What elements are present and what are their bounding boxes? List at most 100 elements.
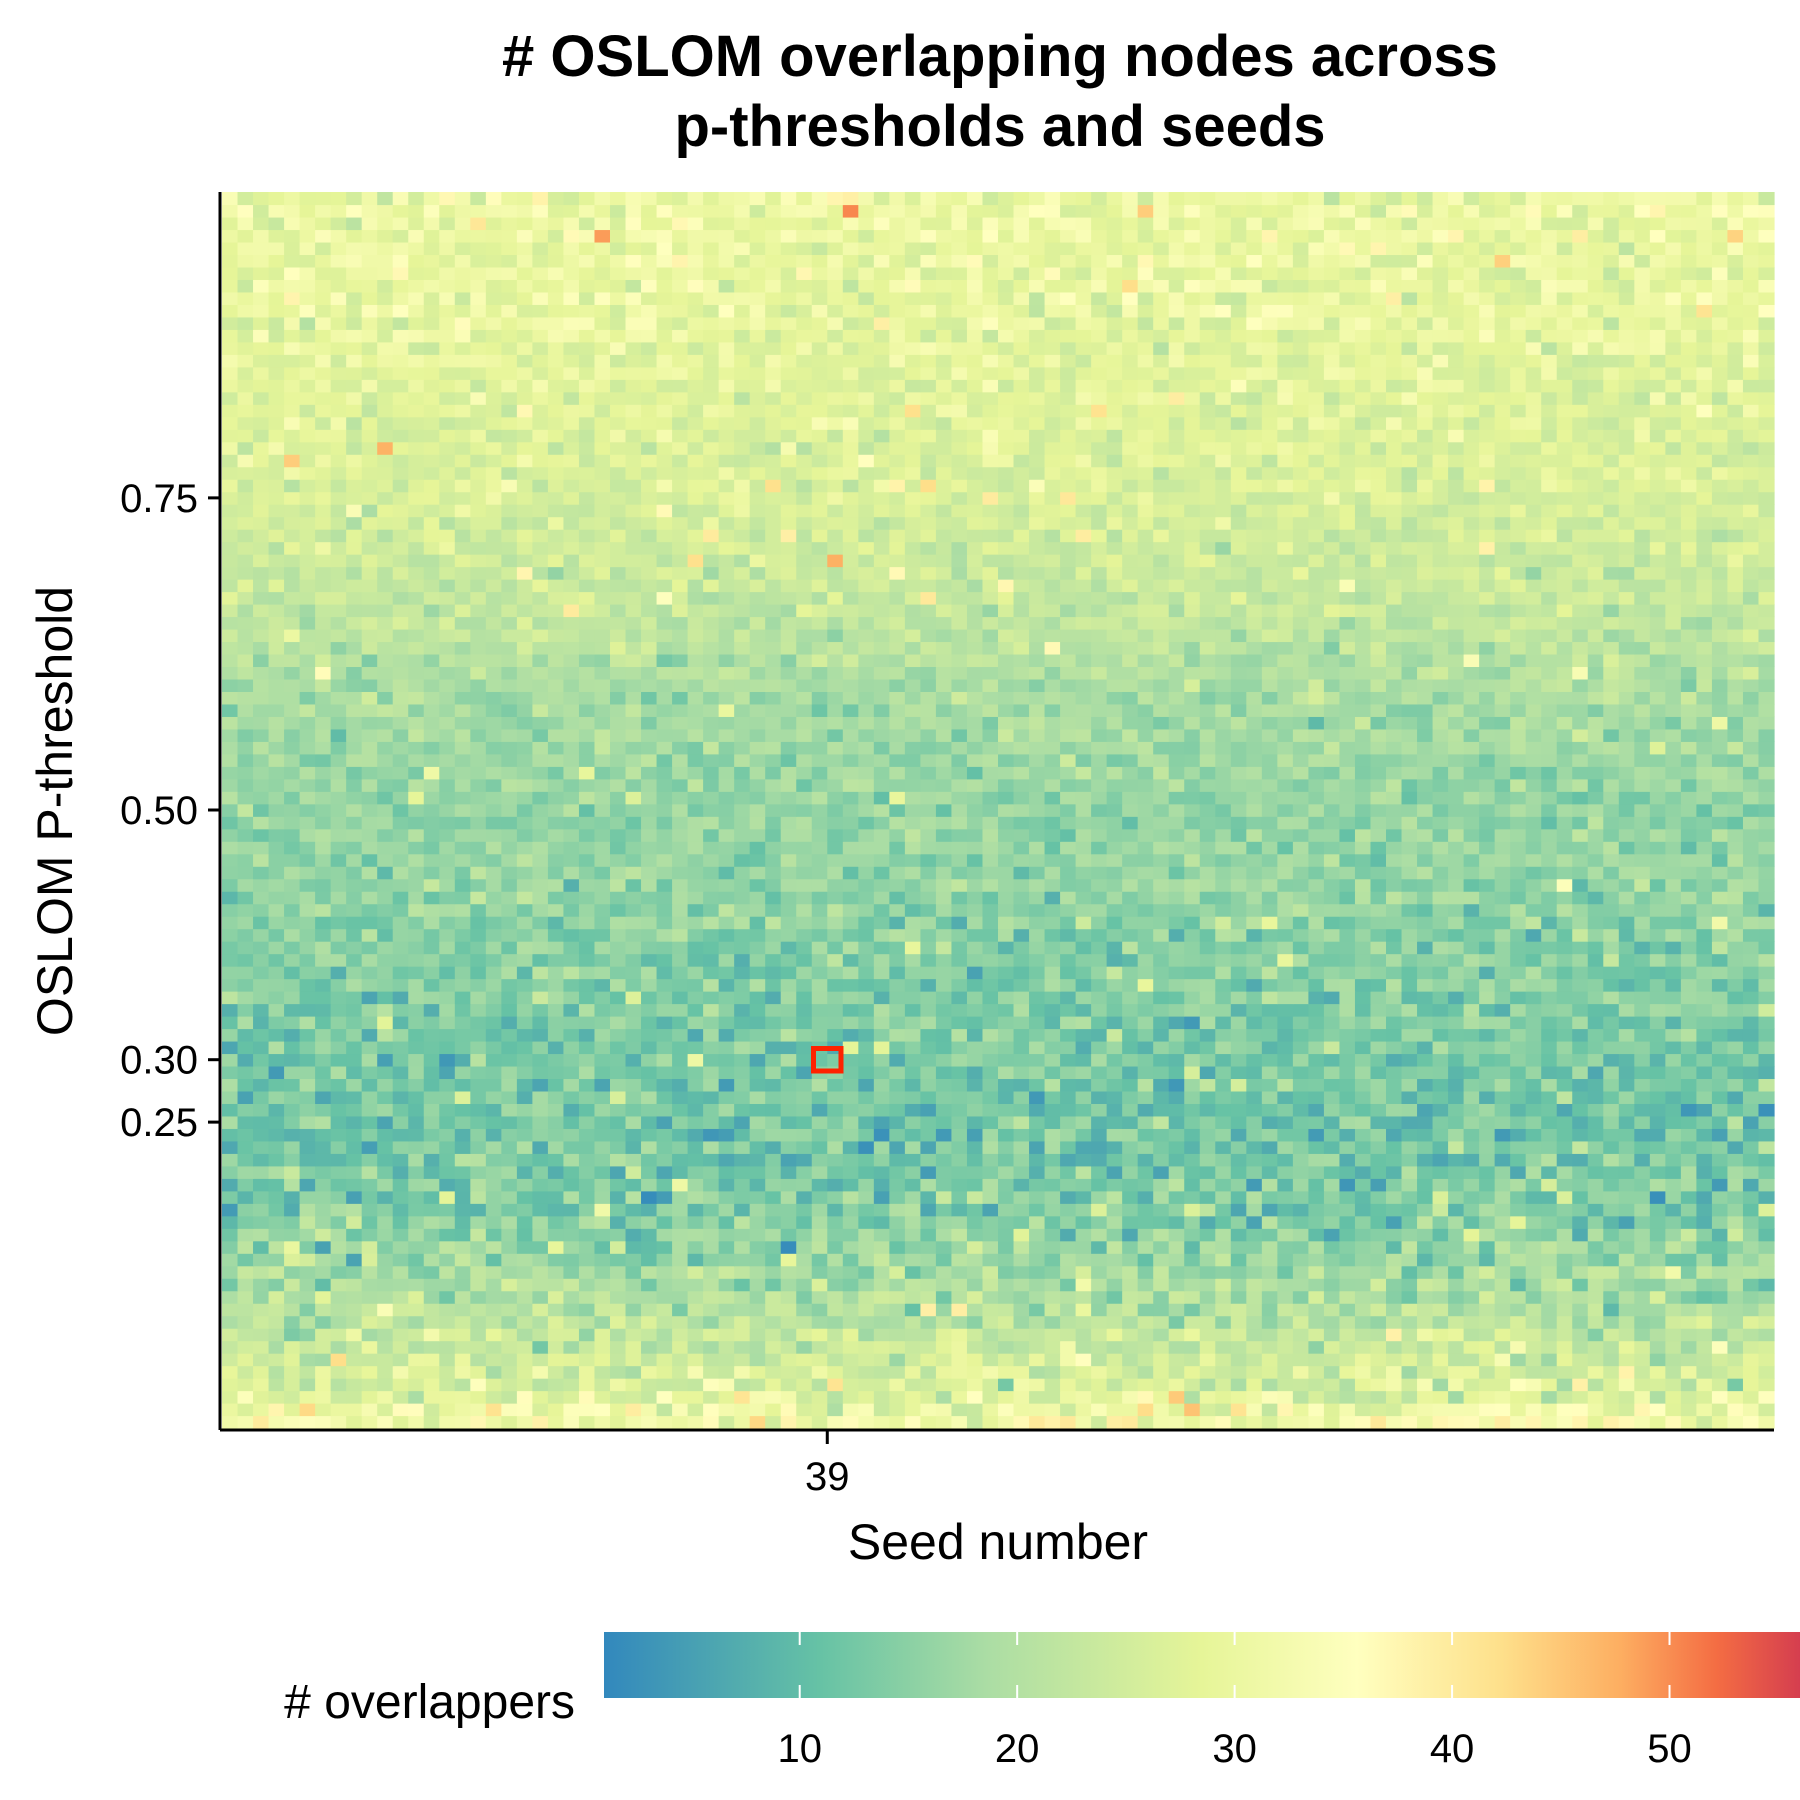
heatmap-cell [1758, 816, 1775, 830]
heatmap-cell [1184, 916, 1201, 930]
heatmap-cell [1013, 1240, 1030, 1254]
heatmap-cell [1386, 878, 1403, 892]
heatmap-cell [1618, 928, 1635, 942]
heatmap-cell [1432, 1378, 1449, 1392]
heatmap-cell [1199, 866, 1216, 880]
heatmap-cell [672, 1340, 689, 1354]
heatmap-cell [641, 1253, 658, 1267]
heatmap-cell [1044, 1365, 1061, 1379]
heatmap-cell [1339, 803, 1356, 817]
heatmap-cell [284, 1040, 301, 1055]
heatmap-cell [377, 1178, 394, 1192]
heatmap-cell [1727, 1228, 1744, 1242]
heatmap-cell [1386, 1290, 1403, 1304]
heatmap-cell [889, 1203, 906, 1217]
heatmap-cell [346, 1153, 363, 1167]
heatmap-cell [625, 1153, 642, 1167]
heatmap-cell [299, 1265, 316, 1279]
heatmap-cell [1634, 866, 1651, 880]
heatmap-cell [361, 1153, 378, 1167]
heatmap-cell [346, 1378, 363, 1392]
heatmap-cell [1230, 1353, 1247, 1367]
heatmap-cell [377, 866, 394, 880]
heatmap-cell [1246, 1165, 1263, 1179]
heatmap-cell [439, 1240, 456, 1254]
heatmap-cell [1510, 1003, 1527, 1017]
heatmap-cell [935, 1016, 953, 1030]
heatmap-cell [1261, 1016, 1278, 1030]
heatmap-cell [998, 1415, 1015, 1429]
heatmap-cell [1339, 1253, 1356, 1267]
heatmap-cell [1277, 1353, 1294, 1367]
heatmap-cell [346, 916, 363, 930]
heatmap-cell [392, 1403, 409, 1417]
heatmap-cell [1680, 1353, 1697, 1367]
heatmap-cell [1758, 1353, 1775, 1367]
heatmap-cell [1153, 1040, 1170, 1055]
heatmap-cell [1199, 1290, 1216, 1304]
heatmap-cell [1215, 1203, 1232, 1217]
heatmap-cell [904, 903, 921, 917]
heatmap-cell [920, 928, 937, 942]
heatmap-cell [501, 1253, 518, 1267]
heatmap-cell [1649, 1340, 1666, 1354]
heatmap-cell [1261, 1153, 1278, 1167]
heatmap-cell [780, 841, 797, 855]
heatmap-cell [1448, 853, 1465, 867]
heatmap-cell [1618, 1240, 1635, 1254]
heatmap-cell [687, 1065, 704, 1080]
heatmap-cell [1122, 1215, 1139, 1229]
heatmap-cell [1587, 1378, 1604, 1392]
heatmap-cell [641, 1040, 658, 1055]
heatmap-cell [1727, 1103, 1744, 1117]
heatmap-cell [858, 1228, 875, 1242]
heatmap-cell [827, 1103, 844, 1117]
heatmap-cell [1494, 1378, 1511, 1392]
heatmap-cell [827, 1328, 844, 1342]
heatmap-cell [1106, 1365, 1123, 1379]
heatmap-cell [1091, 1215, 1108, 1229]
heatmap-cell [1603, 1265, 1620, 1279]
heatmap-cell [516, 1240, 533, 1254]
heatmap-cell [1230, 1365, 1247, 1379]
heatmap-cell [1711, 891, 1729, 905]
heatmap-cell [1742, 1003, 1760, 1017]
heatmap-cell [284, 878, 301, 892]
heatmap-cell [485, 1040, 502, 1055]
heatmap-cell [1246, 1178, 1263, 1192]
heatmap-cell [1556, 1153, 1573, 1167]
heatmap-cell [1339, 1278, 1356, 1292]
heatmap-cell [625, 1265, 642, 1279]
heatmap-cell [1572, 1315, 1589, 1329]
heatmap-cell [1370, 1128, 1387, 1142]
heatmap-cell [842, 1390, 859, 1404]
heatmap-cell [1665, 816, 1682, 830]
heatmap-cell [904, 1215, 921, 1229]
heatmap-cell [765, 1315, 782, 1329]
heatmap-cell [1215, 903, 1232, 917]
heatmap-cell [1246, 991, 1263, 1005]
heatmap-cell [1680, 1253, 1697, 1267]
heatmap-cell [672, 1315, 689, 1329]
heatmap-cell [315, 916, 332, 930]
heatmap-cell [299, 928, 316, 942]
heatmap-cell [827, 953, 844, 967]
heatmap-cell [284, 1365, 301, 1379]
heatmap-cell [1711, 1390, 1729, 1404]
heatmap-cell [1634, 853, 1651, 867]
heatmap-cell [1463, 1240, 1480, 1254]
heatmap-cell [299, 991, 316, 1005]
heatmap-cell [299, 978, 316, 992]
heatmap-cell [222, 978, 239, 992]
heatmap-cell [1199, 1003, 1216, 1017]
heatmap-cell [1386, 1278, 1403, 1292]
heatmap-cell [1479, 916, 1496, 930]
heatmap-cell [1541, 891, 1558, 905]
heatmap-cell [1665, 1290, 1682, 1304]
heatmap-cell [315, 1265, 332, 1279]
heatmap-cell [1758, 1265, 1775, 1279]
heatmap-cell [1323, 1040, 1341, 1055]
heatmap-cell [1665, 978, 1682, 992]
heatmap-cell [672, 978, 689, 992]
heatmap-cell [610, 903, 627, 917]
